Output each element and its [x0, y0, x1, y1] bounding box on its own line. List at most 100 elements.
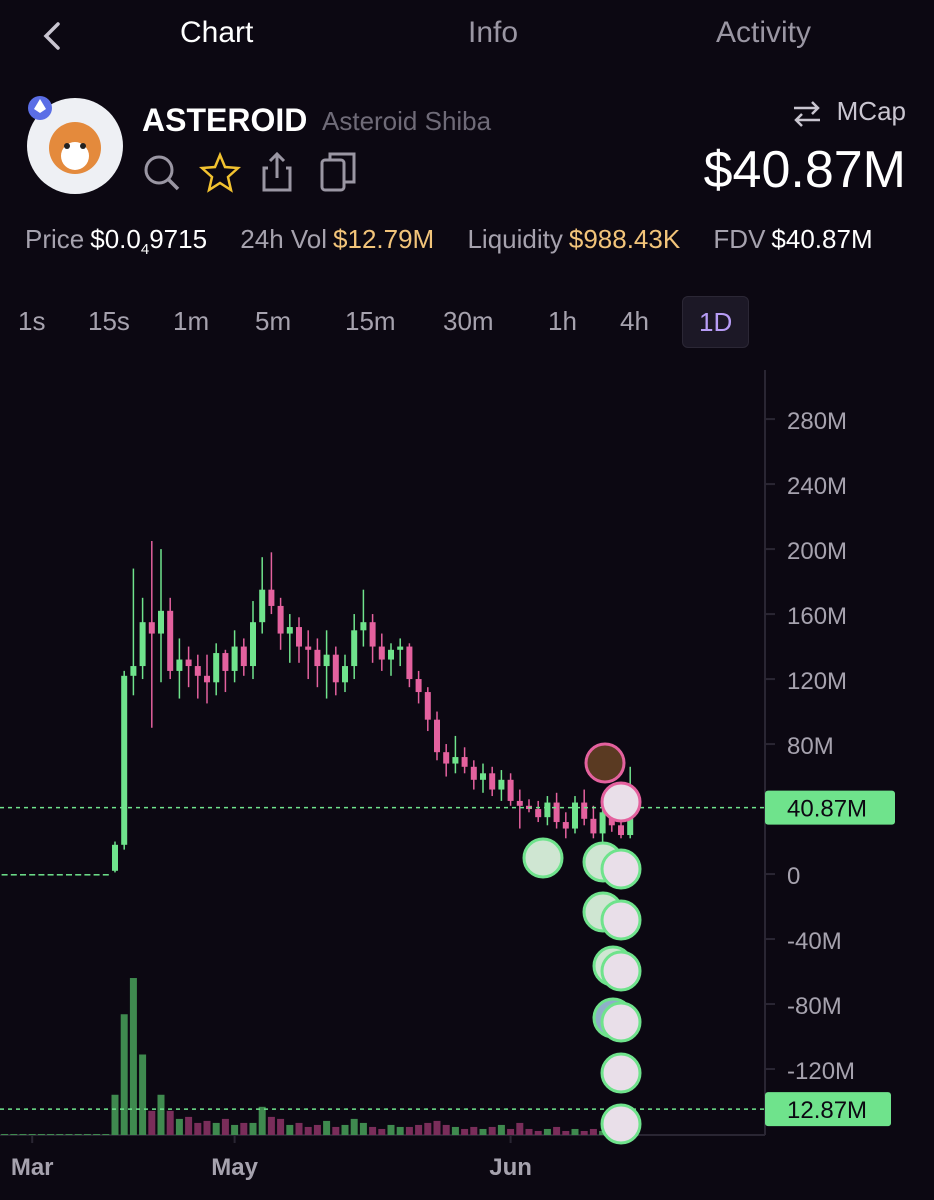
x-tick-label: Jun [489, 1154, 532, 1181]
interval-option[interactable]: 1m [173, 306, 210, 336]
token-name: Asteroid Shiba [322, 106, 492, 136]
volume-bar [221, 1118, 229, 1135]
candle-body [581, 802, 588, 819]
volume-bar [470, 1126, 478, 1135]
tab[interactable]: Info [468, 16, 519, 49]
candle-body [424, 692, 431, 720]
volume-bar [525, 1128, 533, 1135]
y-tick-label: 280M [787, 408, 847, 435]
share-icon[interactable] [262, 151, 292, 192]
volume-bar [277, 1118, 285, 1135]
volume-bar [111, 1094, 119, 1135]
volume-bar [28, 1133, 36, 1135]
interval-option[interactable]: 15s [88, 306, 130, 336]
volume-bar [488, 1126, 496, 1135]
candle-body [20, 874, 26, 876]
volume-bar [350, 1118, 358, 1135]
volume-bar [267, 1116, 275, 1135]
volume-bar [74, 1133, 82, 1135]
volume-bar [185, 1116, 193, 1135]
y-tick-label: 240M [787, 473, 847, 500]
candle-body [56, 874, 63, 876]
volume-bar [258, 1106, 266, 1135]
volume-bar [341, 1124, 349, 1135]
volume-bar [249, 1122, 257, 1135]
stat-label: FDV [713, 224, 766, 254]
candle-body [102, 874, 109, 876]
stat-label: Liquidity [467, 224, 563, 254]
interval-option[interactable]: 1h [548, 306, 577, 336]
candle-body [562, 822, 569, 829]
y-tick-label: -120M [787, 1058, 855, 1085]
candle-body [296, 627, 302, 647]
candle-body [544, 802, 551, 818]
stat-value: $40.87M [771, 224, 873, 254]
candle-body [489, 773, 496, 790]
candle-body [84, 874, 91, 876]
volume-bar [157, 1094, 165, 1135]
volume-bar [203, 1120, 211, 1135]
interval-option[interactable]: 30m [443, 306, 494, 336]
volume-bar [461, 1128, 469, 1135]
candle-body [112, 844, 118, 871]
price-prefix: $0.0 [90, 224, 141, 254]
search-icon[interactable] [144, 155, 180, 191]
candle-body [406, 646, 413, 680]
volume-bar [83, 1133, 91, 1135]
volume-bar [240, 1122, 248, 1135]
candle-body [590, 818, 597, 834]
volume-bar [212, 1122, 220, 1135]
interval-option[interactable]: 4h [620, 306, 649, 336]
x-tick-label: May [211, 1154, 258, 1181]
candle-body [461, 757, 468, 767]
star-icon[interactable] [198, 151, 242, 193]
stat-label: 24h Vol [240, 224, 328, 254]
price-zeros: 4 [140, 241, 150, 259]
volume-bar [415, 1124, 423, 1135]
candle-body [185, 659, 192, 667]
candle-body [332, 654, 339, 683]
y-tick-label: 200M [787, 538, 847, 565]
volume-bar [479, 1128, 487, 1135]
interval-option[interactable]: 1D [682, 296, 750, 348]
candle-body [1, 874, 8, 876]
volume-bar [553, 1126, 561, 1135]
candle-body [342, 666, 348, 683]
mcap-label[interactable]: MCap [836, 96, 906, 126]
tab[interactable]: Chart [180, 16, 254, 49]
volume-bar [175, 1118, 183, 1135]
last-price-label: 40.87M [787, 796, 867, 823]
candle-body [204, 675, 210, 683]
candle-body [277, 605, 284, 634]
candle-body [443, 752, 450, 764]
swap-icon[interactable] [790, 100, 824, 128]
x-tick-label: Mar [11, 1154, 54, 1181]
candle-body [553, 802, 560, 823]
y-tick-label: -80M [787, 993, 842, 1020]
volume-bar [497, 1124, 505, 1135]
candle-body [388, 649, 394, 660]
candle-body [498, 779, 505, 790]
volume-bar [37, 1133, 45, 1135]
volume-bar [194, 1122, 202, 1135]
y-tick-label: 80M [787, 733, 834, 760]
y-tick-label: 0 [787, 863, 800, 890]
volume-bar [19, 1133, 27, 1135]
volume-bar [359, 1122, 367, 1135]
volume-bar [129, 978, 137, 1135]
tab[interactable]: Activity [716, 16, 812, 49]
y-tick-label: 120M [787, 668, 847, 695]
interval-option[interactable]: 1s [18, 306, 46, 336]
candle-body [305, 646, 312, 650]
back-button[interactable] [38, 20, 64, 52]
stat-value: $988.43K [568, 224, 681, 254]
copy-icon[interactable] [320, 152, 356, 192]
interval-option[interactable]: 15m [345, 306, 396, 336]
candle-body [415, 679, 422, 693]
candle-body [314, 649, 321, 667]
candle-body [10, 874, 17, 876]
interval-option[interactable]: 5m [255, 306, 292, 336]
volume-bar [424, 1122, 432, 1135]
volume-bar [148, 1110, 156, 1135]
